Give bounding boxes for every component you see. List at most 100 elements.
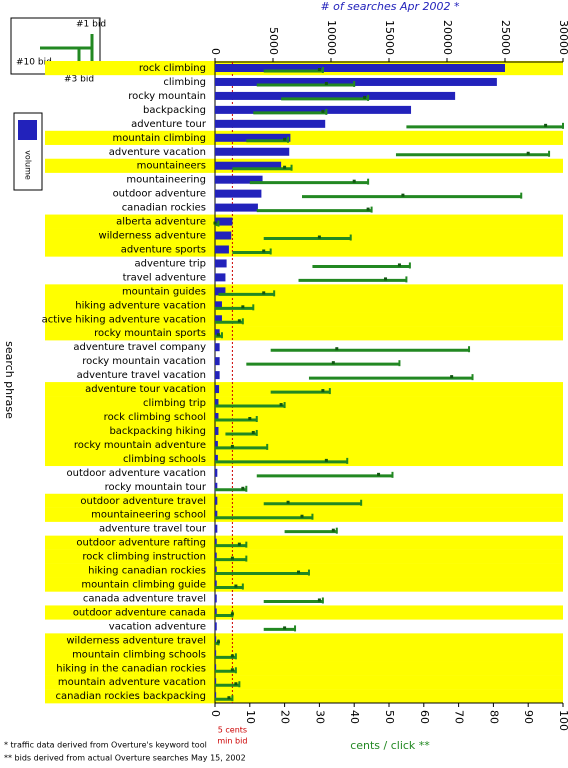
bar [215,510,218,519]
bid-3-mark [324,458,328,462]
highlight-band [45,633,563,648]
bid-3-mark [216,333,220,337]
bid-3-mark [216,640,220,644]
legend-label: volume [24,150,33,180]
bid-3-mark [241,486,245,490]
bar [215,231,232,240]
bid-3-mark [321,109,325,113]
bid-3-mark [283,626,287,630]
y-tick-label: rocky mountain adventure [74,440,206,451]
x-tick-label: 0 [209,48,222,55]
highlight-band [45,410,563,425]
bar [215,454,218,463]
legend-label: #10 bid [16,58,52,68]
y-tick-label: outdoor adventure travel [80,496,206,507]
highlight-band [45,675,563,690]
highlight-band [45,689,563,704]
highlight-band [45,493,563,508]
bid-3-mark [283,137,287,141]
x2-tick-label: 90 [522,710,535,724]
bar [215,692,217,701]
bar [215,580,217,589]
x-tick-label: 30000 [557,20,568,55]
bid-3-mark [366,207,370,211]
y-tick-label: mountain climbing [113,133,207,144]
bid-3-mark [363,95,367,99]
bar [215,664,217,673]
x-tick-label: 5000 [267,27,280,55]
y-tick-label: adventure tour vacation [85,384,206,395]
bid-3-mark [262,291,266,295]
x-tick-label: 25000 [499,20,512,55]
y-tick-label: canada adventure travel [83,593,206,604]
bid-3-mark [331,528,335,532]
highlight-band [45,437,563,453]
reference-label: min bid [217,737,247,746]
bid-3-mark [321,389,325,393]
bar [215,371,220,380]
y-tick-label: adventure travel vacation [77,370,206,381]
bar [215,301,222,310]
x2-tick-label: 10 [244,710,257,724]
bar [215,217,233,226]
y-tick-label: outdoor adventure vacation [67,468,206,479]
bar [215,496,218,505]
bid-3-mark [227,696,231,700]
bar [215,357,220,366]
bar [215,566,217,575]
bar [215,413,219,421]
bid-3-mark [377,472,381,476]
y-tick-label: mountain adventure vacation [58,677,206,688]
y-tick-label: adventure trip [134,258,206,269]
y-tick-label: hiking canadian rockies [88,566,206,577]
bar [215,385,220,394]
x-axis-title: # of searches Apr 2002 * [320,0,460,13]
y-tick-label: alberta adventure [116,217,206,228]
y-tick-label: rocky mountain [128,91,206,102]
bid-3-mark [230,654,234,658]
y-tick-label: mountain guides [122,286,206,297]
x-tick-label: 20000 [441,20,454,55]
x2-tick-label: 0 [209,710,222,717]
highlight-band [45,284,563,299]
bid-legend: #1 bid #10 bid #3 bid [16,20,106,85]
bid-3-mark [237,542,241,546]
bid-3-mark [544,123,548,127]
x2-tick-label: 100 [557,710,568,731]
bid-3-mark [526,151,530,155]
y-tick-label: adventure sports [121,244,206,255]
y-tick-label: adventure tour [131,119,207,130]
x2-tick-label: 30 [313,710,326,724]
highlight-band [45,605,563,620]
bar [215,678,217,687]
footnote: ** bids derived from actual Overture sea… [4,754,246,763]
highlight-band [45,661,563,676]
bid-3-mark [230,444,234,448]
y-tick-label: mountain climbing guide [81,580,206,591]
bar [215,650,217,659]
y-tick-label: wilderness adventure [99,231,206,242]
reference-label: 5 cents [218,726,247,735]
y-tick-label: hiking adventure vacation [75,300,206,311]
y-tick-label: vacation adventure [109,621,206,632]
footnote: * traffic data derived from Overture's k… [4,741,207,750]
bid-3-mark [317,235,321,239]
bar [215,287,226,296]
highlight-band [45,130,563,145]
bar [215,189,262,198]
volume-legend: volume [18,120,37,180]
y-tick-label: rocky mountain vacation [82,356,206,367]
bar [215,524,218,533]
x-tick-label: 10000 [325,20,338,55]
bid-3-mark [300,514,304,518]
bar [215,552,217,561]
x2-tick-label: 40 [348,710,361,724]
highlight-band [45,228,563,243]
bar [215,440,218,449]
bid-3-mark [241,305,245,309]
x-tick-label: 15000 [383,20,396,55]
bid-3-mark [324,81,328,85]
y-tick-label: adventure vacation [109,147,206,158]
highlight-band [45,214,563,229]
